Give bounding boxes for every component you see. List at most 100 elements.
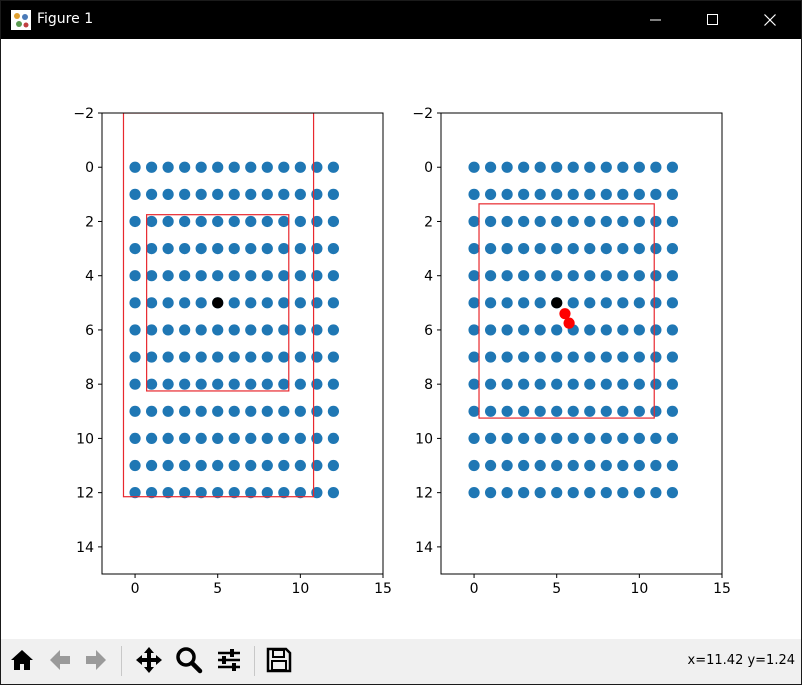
grid-point [551, 215, 563, 228]
zoom-button[interactable] [173, 644, 205, 676]
grid-point [261, 351, 273, 363]
grid-point [551, 188, 563, 200]
grid-point [617, 324, 629, 336]
grid-point [518, 242, 530, 255]
y-tick-label: 2 [85, 214, 94, 230]
grid-point [179, 432, 191, 445]
grid-point [666, 242, 679, 255]
grid-point [212, 188, 224, 200]
grid-point [501, 270, 513, 282]
grid-point [311, 432, 323, 445]
grid-point [584, 188, 596, 200]
grid-point [145, 215, 158, 228]
grid-point [228, 297, 240, 309]
grid-point [278, 351, 290, 363]
grid-point [179, 487, 191, 499]
grid-point [245, 324, 257, 336]
highlight-point [563, 317, 575, 329]
grid-point [600, 242, 612, 255]
grid-point [518, 161, 530, 173]
grid-point [245, 432, 257, 445]
grid-point [468, 351, 480, 363]
grid-point [617, 459, 629, 472]
close-button[interactable] [742, 1, 798, 39]
y-tick-label: 14 [415, 540, 433, 556]
grid-point [212, 405, 224, 417]
x-tick-label: 10 [630, 581, 648, 597]
grid-point [179, 459, 191, 472]
grid-point [311, 405, 323, 417]
grid-point [228, 324, 240, 336]
grid-point [468, 270, 480, 282]
grid-point [294, 215, 306, 228]
grid-point [666, 270, 679, 282]
maximize-button[interactable] [685, 1, 741, 39]
grid-point [484, 459, 497, 472]
grid-point [617, 188, 629, 200]
subplot-2[interactable]: 0 5 10 15 −2 0 2 4 6 8 10 12 14 [412, 106, 731, 597]
title-bar[interactable]: Figure 1 [1, 1, 801, 39]
subplot-1[interactable]: 0 5 10 15 −2 0 2 4 6 8 10 12 14 [73, 106, 392, 597]
grid-point [484, 242, 497, 255]
grid-point [129, 432, 141, 445]
grid-point [212, 351, 224, 363]
home-button[interactable] [6, 644, 38, 676]
figure-canvas[interactable]: 0 5 10 15 −2 0 2 4 6 8 10 12 14 0 5 10 15 −2 0 2 4 6 8 10 12 14 [1, 39, 801, 639]
grid-point [212, 459, 224, 472]
grid-point [650, 487, 662, 499]
grid-point [327, 432, 340, 445]
grid-point [567, 297, 579, 309]
grid-point [534, 351, 546, 363]
grid-point [129, 378, 141, 390]
pan-button[interactable] [133, 644, 165, 676]
grid-point [617, 487, 629, 499]
grid-point [534, 188, 546, 200]
grid-point [261, 270, 273, 282]
grid-point [294, 351, 306, 363]
home-icon [11, 650, 33, 670]
grid-point [633, 161, 645, 173]
minimize-button[interactable] [628, 1, 684, 39]
grid-point [633, 351, 645, 363]
grid-point [666, 487, 679, 499]
configure-subplots-button[interactable] [213, 644, 245, 676]
grid-point [129, 161, 141, 173]
grid-point [518, 459, 530, 472]
move-icon [136, 647, 162, 673]
grid-point [534, 459, 546, 472]
grid-point [195, 459, 207, 472]
grid-point [145, 405, 158, 417]
grid-point [551, 351, 563, 363]
grid-point [245, 487, 257, 499]
y-tick-label: 6 [85, 323, 94, 339]
grid-point [633, 188, 645, 200]
grid-point [468, 405, 480, 417]
grid-point [327, 405, 340, 417]
grid-point [617, 270, 629, 282]
grid-point [484, 351, 497, 363]
grid-point [567, 188, 579, 200]
grid-point [212, 242, 224, 255]
grid-point [195, 270, 207, 282]
window-title: Figure 1 [37, 11, 94, 27]
forward-button[interactable] [80, 644, 112, 676]
back-button[interactable] [44, 644, 76, 676]
grid-point [261, 487, 273, 499]
back-arrow-icon [50, 650, 70, 670]
grid-point [145, 459, 158, 472]
save-button[interactable] [263, 644, 295, 676]
grid-point [666, 432, 679, 445]
grid-point [195, 405, 207, 417]
grid-point [650, 459, 662, 472]
grid-point [278, 459, 290, 472]
grid-point [468, 215, 480, 228]
grid-point [179, 378, 191, 390]
grid-point [245, 242, 257, 255]
bounding-rectangle [478, 203, 655, 419]
grid-point [650, 161, 662, 173]
grid-point [666, 188, 679, 200]
grid-point [567, 487, 579, 499]
grid-point [650, 215, 662, 228]
grid-point [245, 270, 257, 282]
